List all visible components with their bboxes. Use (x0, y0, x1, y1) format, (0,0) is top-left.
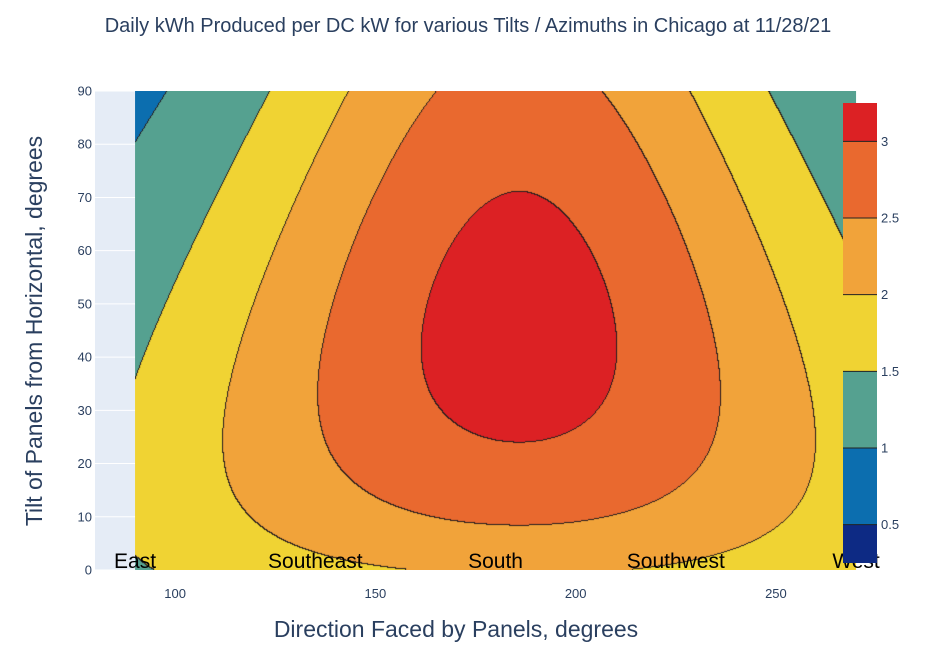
x-axis-title: Direction Faced by Panels, degrees (274, 616, 638, 642)
y-axis-ticks: 0 10 20 30 40 50 60 70 80 90 (78, 84, 92, 578)
x-tick-label: 250 (765, 586, 787, 601)
y-tick-label: 0 (85, 563, 92, 578)
direction-label: South (468, 550, 523, 573)
y-tick-label: 30 (78, 403, 92, 418)
colorbar-tick-label: 1.5 (881, 364, 899, 379)
direction-label: Southeast (268, 550, 363, 573)
colorbar-band (843, 371, 877, 448)
colorbar-tick-label: 2 (881, 287, 888, 302)
y-tick-label: 70 (78, 190, 92, 205)
y-tick-label: 90 (78, 84, 92, 99)
colorbar-band (843, 103, 877, 142)
colorbar-tick-label: 3 (881, 134, 888, 149)
colorbar-tick-label: 1 (881, 441, 888, 456)
y-tick-label: 20 (78, 456, 92, 471)
y-tick-label: 40 (78, 350, 92, 365)
y-tick-label: 50 (78, 296, 92, 311)
x-tick-label: 150 (365, 586, 387, 601)
colorbar-band (843, 141, 877, 218)
direction-label: East (114, 550, 156, 573)
x-axis-ticks: 100 150 200 250 (164, 586, 787, 601)
y-axis-title: Tilt of Panels from Horizontal, degrees (21, 136, 47, 526)
colorbar-band (843, 294, 877, 372)
y-tick-label: 10 (78, 509, 92, 524)
y-tick-label: 60 (78, 243, 92, 258)
y-tick-label: 80 (78, 137, 92, 152)
contour-heatmap (135, 91, 857, 570)
colorbar: 0.5 1 1.5 2 2.5 3 (843, 103, 899, 563)
colorbar-band (843, 218, 877, 295)
colorbar-tick-label: 0.5 (881, 517, 899, 532)
plot-area (95, 90, 857, 571)
x-tick-label: 200 (565, 586, 587, 601)
chart-title: Daily kWh Produced per DC kW for various… (105, 15, 832, 37)
direction-label: Southwest (627, 550, 725, 573)
x-tick-label: 100 (164, 586, 186, 601)
colorbar-tick-label: 2.5 (881, 211, 899, 226)
colorbar-band (843, 524, 877, 563)
colorbar-band (843, 448, 877, 525)
